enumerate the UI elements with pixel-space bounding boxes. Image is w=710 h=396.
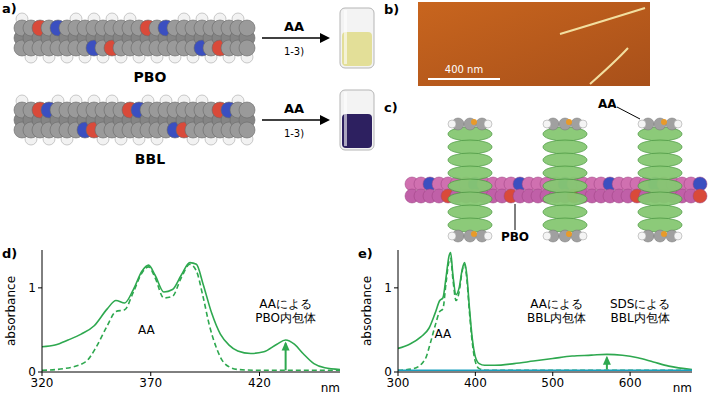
svg-text:1-3): 1-3) (284, 128, 304, 139)
svg-text:370: 370 (139, 376, 162, 390)
svg-text:absorbance: absorbance (4, 276, 18, 346)
svg-text:1: 1 (384, 281, 392, 295)
svg-text:a): a) (2, 1, 17, 16)
svg-text:400 nm: 400 nm (445, 64, 483, 75)
svg-text:1: 1 (28, 281, 36, 295)
svg-text:AA: AA (598, 97, 617, 111)
svg-text:nm: nm (321, 381, 340, 394)
svg-text:AA: AA (138, 323, 156, 337)
svg-text:500: 500 (541, 376, 564, 390)
svg-text:0: 0 (28, 365, 36, 379)
svg-text:AA: AA (284, 101, 304, 116)
html-text:d): d) (2, 246, 18, 261)
svg-text:PBO: PBO (501, 230, 529, 244)
svg-text:0: 0 (384, 365, 392, 379)
svg-text:300: 300 (386, 375, 410, 390)
svg-text:AA: AA (434, 327, 452, 341)
svg-text:AAによるBBL内包体: AAによるBBL内包体 (527, 297, 586, 325)
svg-text:AA: AA (284, 19, 304, 34)
svg-text:PBO: PBO (134, 69, 167, 85)
svg-text:1-3): 1-3) (284, 46, 304, 57)
svg-text:b): b) (384, 2, 399, 17)
svg-text:SDSによるBBL内包体: SDSによるBBL内包体 (610, 297, 670, 325)
html-text:e): e) (358, 246, 373, 261)
svg-text:320: 320 (30, 375, 54, 390)
svg-text:AAによるPBO内包体: AAによるPBO内包体 (255, 297, 316, 325)
svg-text:400: 400 (464, 376, 487, 390)
svg-text:600: 600 (619, 376, 642, 390)
svg-text:c): c) (384, 100, 398, 115)
svg-text:BBL: BBL (135, 151, 165, 167)
svg-text:absorbance: absorbance (360, 276, 374, 346)
svg-text:420: 420 (248, 376, 271, 390)
svg-text:nm: nm (673, 381, 692, 394)
